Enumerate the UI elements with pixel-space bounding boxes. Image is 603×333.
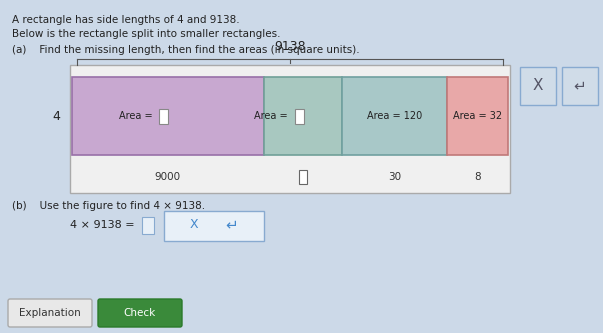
- Text: 9000: 9000: [155, 172, 181, 182]
- Text: 9138: 9138: [274, 40, 306, 53]
- Bar: [72, 77, 264, 155]
- Bar: [295, 109, 303, 124]
- Bar: [70, 65, 510, 193]
- Text: Area =: Area =: [254, 111, 291, 121]
- Text: (b)    Use the figure to find 4 × 9138.: (b) Use the figure to find 4 × 9138.: [12, 201, 205, 211]
- Text: Explanation: Explanation: [19, 308, 81, 318]
- Text: 4 × 9138 =: 4 × 9138 =: [70, 220, 138, 230]
- Bar: [447, 77, 508, 155]
- Text: Area =: Area =: [119, 111, 156, 121]
- FancyBboxPatch shape: [98, 299, 182, 327]
- Bar: [299, 170, 307, 184]
- Bar: [159, 109, 168, 124]
- Text: Area = 120: Area = 120: [367, 111, 422, 121]
- Text: Area = 32: Area = 32: [453, 111, 502, 121]
- FancyBboxPatch shape: [8, 299, 92, 327]
- Text: ↵: ↵: [573, 79, 586, 94]
- Bar: [264, 77, 343, 155]
- Text: ↵: ↵: [226, 217, 238, 232]
- Text: X: X: [190, 218, 198, 231]
- Bar: [562, 67, 598, 105]
- Bar: [343, 77, 447, 155]
- Text: 8: 8: [474, 172, 481, 182]
- Text: Below is the rectangle split into smaller rectangles.: Below is the rectangle split into smalle…: [12, 29, 280, 39]
- Text: X: X: [532, 79, 543, 94]
- Text: A rectangle has side lengths of 4 and 9138.: A rectangle has side lengths of 4 and 91…: [12, 15, 239, 25]
- Bar: [520, 67, 556, 105]
- Text: Check: Check: [124, 308, 156, 318]
- Bar: [142, 216, 154, 233]
- Bar: [164, 211, 264, 241]
- Text: 4: 4: [52, 110, 60, 123]
- Text: 30: 30: [388, 172, 401, 182]
- Text: (a)    Find the missing length, then find the areas (in square units).: (a) Find the missing length, then find t…: [12, 45, 359, 55]
